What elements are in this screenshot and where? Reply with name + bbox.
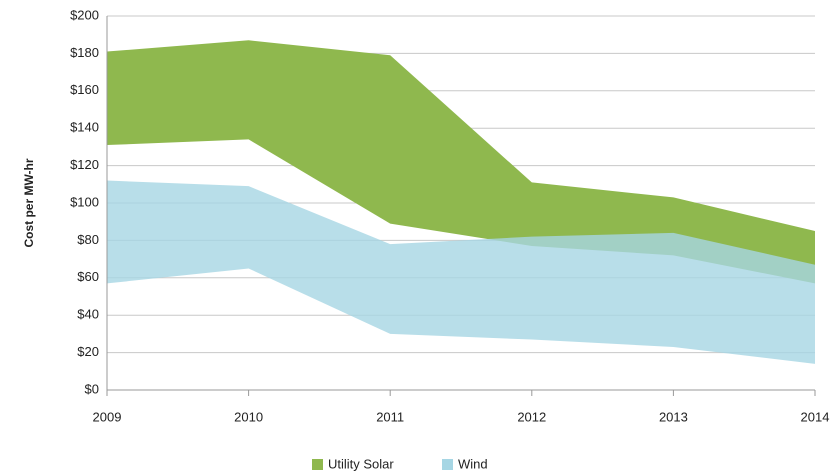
y-tick-label: $60 [77, 269, 99, 284]
y-tick-label: $160 [70, 82, 99, 97]
range-area [107, 40, 815, 284]
y-axis-label: Cost per MW-hr [22, 158, 36, 247]
y-tick-label: $180 [70, 45, 99, 60]
y-tick-label: $140 [70, 120, 99, 135]
legend-label: Utility Solar [328, 456, 394, 471]
y-tick-label: $20 [77, 344, 99, 359]
x-tick-label: 2011 [376, 409, 404, 424]
legend-swatch [312, 459, 323, 470]
x-tick-label: 2012 [517, 409, 546, 424]
x-tick-label: 2014 [801, 409, 830, 424]
legend-label: Wind [458, 456, 488, 471]
y-tick-label: $100 [70, 194, 99, 209]
y-tick-label: $80 [77, 232, 99, 247]
y-tick-label: $120 [70, 157, 99, 172]
x-tick-label: 2010 [234, 409, 263, 424]
y-tick-label: $200 [70, 7, 99, 22]
y-tick-label: $0 [85, 381, 99, 396]
y-tick-label: $40 [77, 307, 99, 322]
x-tick-label: 2009 [93, 409, 122, 424]
range-area [107, 180, 815, 364]
x-tick-label: 2013 [659, 409, 688, 424]
legend-swatch [442, 459, 453, 470]
